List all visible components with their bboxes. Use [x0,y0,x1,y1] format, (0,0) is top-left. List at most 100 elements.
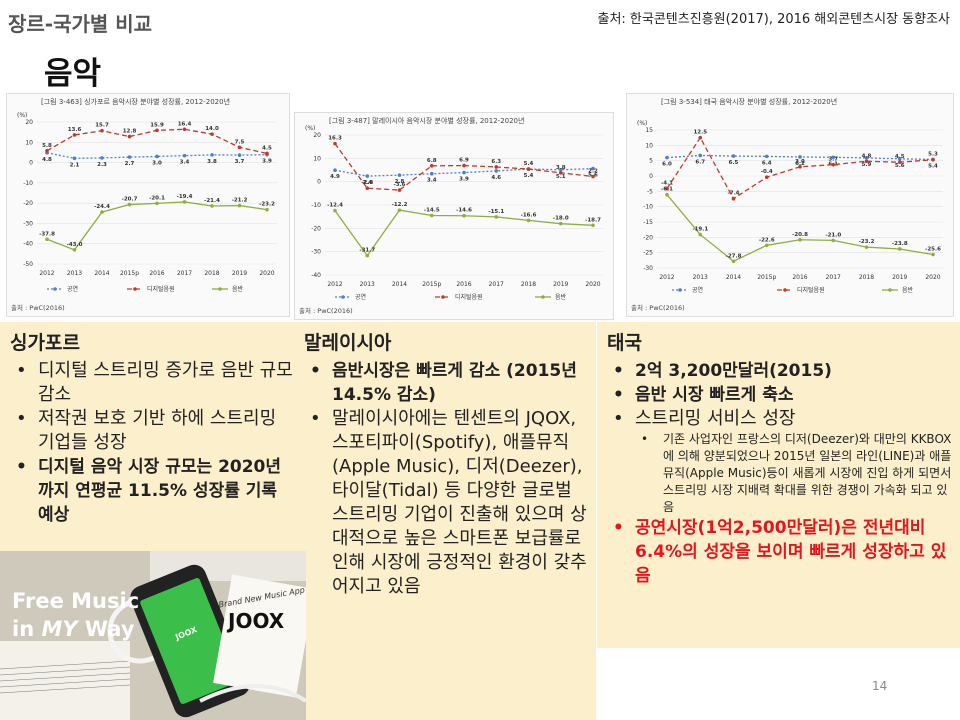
data-label: -20.8 [792,232,808,238]
promo-photo: Free Music in MY Way JOOX Brand New Musi… [0,551,306,720]
data-point [155,201,159,206]
data-point [897,157,902,161]
data-label: -6.1 [661,187,673,193]
data-label: -18.7 [585,217,601,223]
y-tick-label: 5 [649,158,653,165]
data-point [731,196,736,201]
y-tick-label: 0 [649,173,653,180]
x-tick-label: 2017 [826,274,841,281]
data-point [897,160,902,164]
data-point [397,208,402,212]
bullet-item: 음반 시장 빠르게 축소 [607,383,952,407]
legend-label: 음반 [232,285,244,293]
y-tick-label: -25 [643,250,653,257]
data-point [182,127,187,132]
bullet-item: 음반시장은 빠르게 감소 (2015년 14.5% 감소) [304,359,589,407]
y-tick-label: -40 [311,272,321,279]
data-point [931,157,935,162]
data-label: 12.8 [123,129,137,135]
data-point [558,221,563,226]
x-tick-label: 2015p [120,270,139,277]
bullet-item: 2억 3,200만달러(2015) [607,359,952,383]
chart-caption: [그림 3-487] 말레이시아 음악시장 분야별 성장률, 2012-2020… [329,117,525,125]
y-tick-label: 15 [645,127,653,134]
data-point [333,208,337,213]
data-point [210,153,214,157]
y-tick-label: -40 [23,241,33,248]
x-tick-label: 2014 [94,270,109,277]
section-title: 말레이시아 [304,332,392,354]
data-point [462,213,466,218]
chart-source: 출처 : PwC(2016) [299,307,353,315]
section-singapore: 싱가포르 디지털 스트리밍 증가로 음반 규모 감소 저작권 보호 기반 하에 … [10,328,294,527]
data-point [494,215,499,219]
data-point [127,202,132,207]
data-label: -43.0 [67,242,83,248]
data-label: 3.4 [180,160,190,166]
legend-marker [678,288,682,292]
x-tick-label: 2017 [177,270,192,277]
axis-unit: (%) [637,120,647,127]
section-malaysia: 말레이시아 음반시장은 빠르게 감소 (2015년 14.5% 감소) 말레이시… [304,328,589,599]
x-tick-label: 2012 [327,281,342,288]
chart-caption: [그림 3-534] 태국 음악시장 분야별 성장률, 2012-2020년 [661,98,838,106]
x-tick-label: 2013 [67,270,82,277]
data-label: 4.8 [862,153,872,159]
data-point [698,232,703,237]
data-label: 3.9 [459,177,469,183]
legend-marker [541,295,545,299]
data-label: 6.7 [695,159,705,165]
data-point [462,163,466,168]
joox-logo: JOOX [228,609,285,633]
page-number: 14 [872,679,888,693]
x-tick-label: 2020 [585,281,600,288]
data-label: 6.0 [662,162,672,168]
chart-source: 출처 : PwC(2016) [11,304,65,312]
data-label: 4.8 [42,157,52,163]
data-label: -23.8 [892,241,908,247]
data-point [665,186,669,191]
data-label: 3.0 [152,160,162,166]
data-label: 5.3 [928,152,938,158]
data-label: 2.4 [362,180,372,186]
data-label: -21.4 [204,198,220,204]
y-tick-label: -20 [311,225,321,232]
x-tick-label: 2015p [422,281,441,288]
bullet-item: 디지털 음악 시장 규모는 2020년까지 연평균 11.5% 성장률 기록 예… [10,455,294,527]
data-label: 6.3 [491,159,501,165]
axis-unit: (%) [305,125,315,132]
data-label: -27.8 [726,253,742,259]
data-point [365,253,370,258]
legend-label: 음반 [902,286,914,294]
data-point [731,259,736,264]
data-point [494,169,499,173]
legend-label: 공연 [67,285,78,293]
x-tick-label: 2017 [489,281,504,288]
data-label: 4.6 [491,175,501,181]
data-point [155,154,159,159]
section-tag: 장르-국가별 비교 [8,12,153,36]
bullet-item: 디지털 스트리밍 증가로 음반 규모 감소 [10,359,294,407]
data-label: -14.5 [424,208,440,214]
source-citation: 출처: 한국콘텐츠진흥원(2017), 2016 해외콘텐츠시장 동향조사 [597,12,950,27]
data-point [591,223,595,228]
data-label: -7.4 [727,191,739,197]
y-tick-label: -10 [311,202,321,209]
section-thailand: 태국 2억 3,200만달러(2015) 음반 시장 빠르게 축소 스트리밍 서… [607,328,952,588]
data-point [494,165,499,169]
data-label: 3.7 [828,157,838,163]
legend-marker [53,287,57,291]
chart-svg: (%)15 10 5 0 -5 -10 -15 -20 -25 -30 2012 2013 2014 20… [637,120,943,294]
data-label: 15.9 [150,122,164,128]
data-point [764,154,769,159]
legend-label: 디지털음원 [797,286,825,294]
data-label: -22.6 [759,237,775,243]
x-tick-label: 2016 [792,274,807,281]
y-tick-label: 10 [645,142,653,149]
y-tick-label: 10 [25,139,33,146]
data-label: -23.2 [259,202,275,208]
data-point [45,149,49,153]
data-label: 3.0 [795,159,805,165]
x-tick-label: 2016 [456,281,471,288]
promo-line-2c: Way [77,617,135,641]
